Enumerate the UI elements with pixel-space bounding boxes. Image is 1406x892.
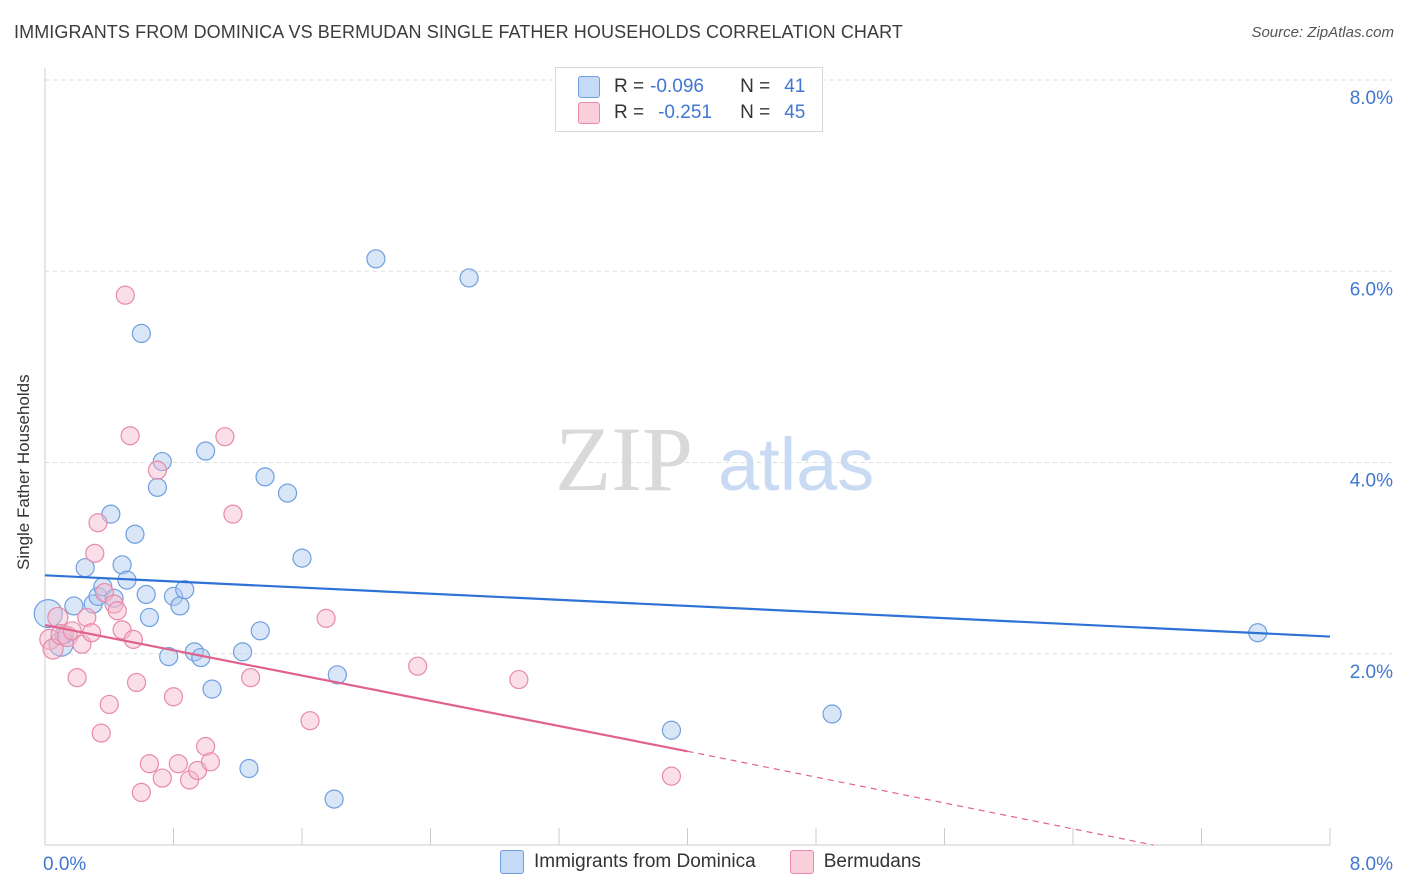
y-tick-label: 8.0% bbox=[1350, 88, 1393, 109]
data-point bbox=[147, 460, 168, 480]
legend-label-bermudans: Bermudans bbox=[823, 851, 921, 872]
n-label: N = bbox=[740, 102, 771, 123]
n-label: N = bbox=[740, 76, 771, 97]
data-point bbox=[661, 766, 682, 786]
series-bermudans bbox=[39, 285, 682, 803]
data-point bbox=[136, 584, 156, 605]
data-point bbox=[126, 672, 147, 693]
data-point bbox=[179, 770, 200, 790]
series-immigrants-from-dominica bbox=[33, 249, 1268, 809]
pink-swatch bbox=[578, 102, 600, 124]
stats-legend: R = -0.096 N = 41 R = -0.251 N = 45 bbox=[555, 67, 823, 132]
data-point bbox=[661, 720, 682, 740]
data-point bbox=[131, 782, 151, 803]
data-point bbox=[459, 268, 479, 288]
data-point bbox=[277, 483, 298, 503]
data-point bbox=[163, 687, 184, 707]
data-point bbox=[196, 736, 216, 757]
legend-item-bermudans: Bermudans bbox=[789, 850, 921, 874]
x-tick-label: 8.0% bbox=[1350, 854, 1393, 875]
data-point bbox=[99, 694, 119, 715]
r-label: R = bbox=[614, 76, 645, 97]
x-tick-label: 0.0% bbox=[43, 854, 86, 875]
data-point bbox=[250, 621, 270, 641]
data-point bbox=[175, 580, 195, 600]
gridlines bbox=[45, 79, 1392, 655]
watermark: ZIP atlas bbox=[555, 408, 874, 510]
data-point bbox=[163, 586, 184, 606]
data-point bbox=[324, 789, 344, 809]
stats-legend-row-blue: R = -0.096 N = 41 bbox=[578, 74, 805, 100]
trend-line-dominica bbox=[44, 574, 1331, 638]
data-point bbox=[232, 642, 253, 662]
data-point bbox=[120, 426, 140, 446]
source-label: Source: ZipAtlas.com bbox=[1251, 24, 1394, 41]
legend-item-dominica: Immigrants from Dominica bbox=[500, 850, 756, 874]
data-point bbox=[239, 758, 259, 779]
data-point bbox=[241, 668, 261, 688]
data-point bbox=[125, 524, 145, 544]
trend-lines bbox=[44, 574, 1331, 846]
data-point bbox=[170, 596, 190, 616]
r-label: R = bbox=[614, 102, 645, 123]
data-point bbox=[85, 543, 105, 563]
data-point bbox=[47, 606, 69, 629]
data-point bbox=[300, 711, 320, 731]
y-tick-label: 6.0% bbox=[1350, 279, 1393, 300]
data-point bbox=[292, 548, 312, 568]
data-point bbox=[91, 723, 111, 743]
data-point bbox=[366, 249, 386, 269]
data-point bbox=[77, 607, 97, 628]
data-point bbox=[822, 704, 842, 724]
data-point bbox=[123, 629, 143, 650]
legend-label-dominica: Immigrants from Dominica bbox=[534, 851, 756, 872]
data-point bbox=[316, 608, 336, 628]
data-point bbox=[104, 588, 124, 608]
stats-legend-row-pink: R = -0.251 N = 45 bbox=[578, 100, 805, 126]
r-value: -0.096 bbox=[650, 76, 704, 97]
data-point bbox=[64, 596, 84, 616]
data-point bbox=[509, 669, 529, 690]
legend-swatch-blue bbox=[500, 850, 524, 874]
trend-line-bermudans-extension bbox=[687, 750, 1154, 846]
y-tick-label: 2.0% bbox=[1350, 662, 1393, 683]
data-point bbox=[139, 607, 160, 628]
data-point bbox=[202, 679, 222, 699]
data-point bbox=[327, 665, 347, 685]
data-point bbox=[215, 427, 235, 447]
data-point bbox=[139, 754, 160, 774]
n-value: 45 bbox=[784, 102, 806, 123]
data-point bbox=[131, 323, 151, 344]
data-point bbox=[408, 656, 428, 676]
data-point bbox=[147, 477, 168, 497]
data-point bbox=[159, 647, 179, 667]
data-point bbox=[115, 285, 135, 305]
y-tick-label: 4.0% bbox=[1350, 471, 1393, 492]
y-axis-label: Single Father Households bbox=[14, 374, 33, 570]
axes bbox=[44, 68, 1331, 846]
data-point bbox=[168, 754, 188, 774]
watermark-atlas: atlas bbox=[718, 423, 874, 506]
r-value: -0.251 bbox=[658, 102, 712, 123]
trend-line-bermudans bbox=[44, 623, 688, 753]
tick-labels: 2.0% 4.0% 6.0% 8.0% 0.0% 8.0% bbox=[43, 88, 1393, 875]
n-value: 41 bbox=[784, 76, 806, 97]
legend-swatch-pink bbox=[789, 850, 814, 874]
data-point bbox=[255, 467, 275, 487]
data-point bbox=[200, 752, 221, 772]
data-point bbox=[107, 601, 127, 621]
blue-swatch bbox=[578, 76, 600, 98]
watermark-zip: ZIP bbox=[555, 408, 693, 510]
data-point bbox=[223, 504, 243, 524]
data-point bbox=[152, 768, 172, 788]
chart-title: IMMIGRANTS FROM DOMINICA VS BERMUDAN SIN… bbox=[14, 22, 903, 42]
data-point bbox=[88, 513, 108, 533]
data-point bbox=[67, 668, 87, 688]
data-point bbox=[112, 555, 132, 575]
data-point bbox=[196, 441, 216, 461]
series-legend: Immigrants from Dominica Bermudans bbox=[500, 850, 955, 874]
